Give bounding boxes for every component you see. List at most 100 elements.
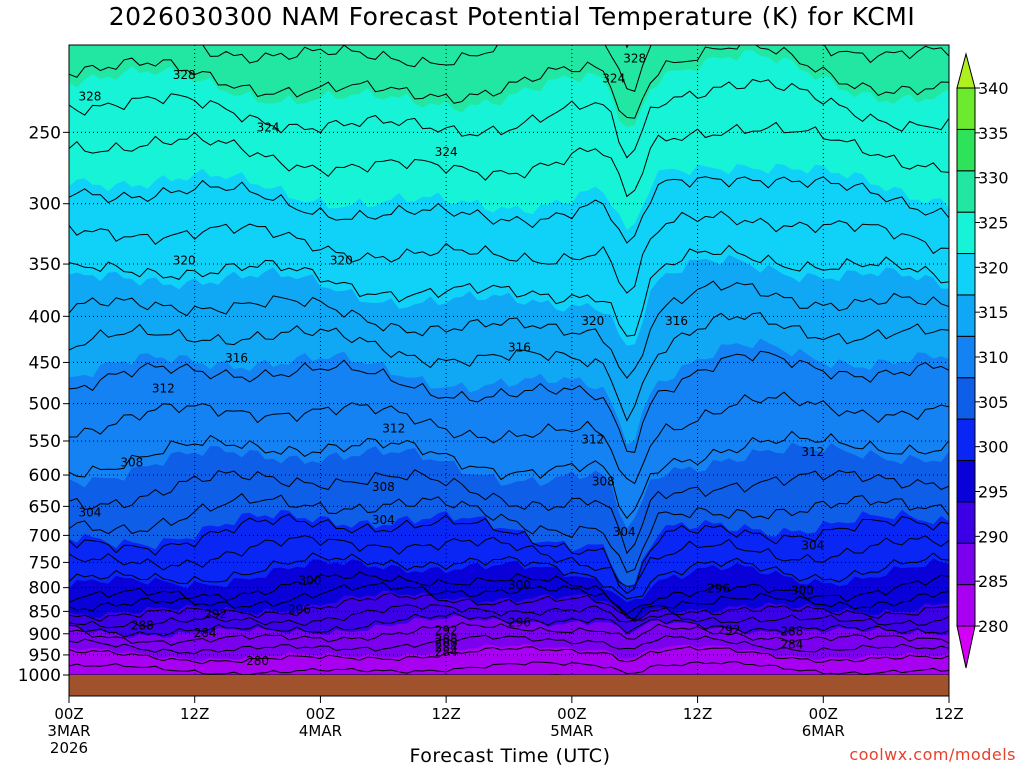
y-tick-label: 400 <box>29 307 61 327</box>
contour-label: 292 <box>435 624 458 638</box>
contour-label: 308 <box>592 475 615 489</box>
colorbar-label: 340 <box>978 79 1009 98</box>
contour-label: 284 <box>435 640 458 654</box>
contour-label: 316 <box>665 314 688 328</box>
x-tick-label: 00Z <box>54 705 83 723</box>
band-above-337.5 <box>69 0 949 45</box>
contour-292 <box>69 592 949 623</box>
colorbar-label: 300 <box>978 438 1009 457</box>
contour-296 <box>69 571 949 615</box>
contour-298 <box>69 552 949 600</box>
contour-label: 296 <box>288 603 311 617</box>
contour-288 <box>69 611 949 638</box>
contour-318 <box>69 244 949 337</box>
y-tick-label: 600 <box>29 466 61 486</box>
contour-label: 308 <box>372 480 395 494</box>
y-tick-label: 900 <box>29 625 61 645</box>
contour-label: 312 <box>801 445 824 459</box>
contour-label: 288 <box>780 625 803 639</box>
contour-label: 284 <box>435 645 458 659</box>
x-tick-label: 12Z <box>934 705 963 723</box>
colorbar-swatch <box>956 335 976 379</box>
x-tick-label: 12Z <box>683 705 712 723</box>
contour-label: 328 <box>78 89 101 103</box>
contour-lines <box>69 45 949 675</box>
contour-label: 304 <box>372 513 395 527</box>
contour-label: 324 <box>257 121 280 135</box>
colorbar-swatch <box>956 253 976 296</box>
x-tick-label: 00Z <box>809 705 838 723</box>
contour-labels: 328 328 328 324 324 324 320 320 320 316 316 316 312 3… <box>78 51 824 668</box>
contour-label: 288 <box>131 618 154 632</box>
contour-label: 312 <box>382 422 405 436</box>
colorbar-swatch <box>956 584 976 627</box>
contour-label: 300 <box>508 578 531 592</box>
x-tick-label: 00Z <box>557 705 586 723</box>
x-tick-date: 4MAR <box>299 722 342 740</box>
y-tick-label: 250 <box>29 123 61 143</box>
y-tick-label: 450 <box>29 353 61 373</box>
contour-324 <box>69 121 949 198</box>
y-tick-label: 300 <box>29 195 61 215</box>
contour-286 <box>69 621 949 646</box>
contour-label: 292 <box>204 607 227 621</box>
contour-282 <box>69 646 949 665</box>
contour-320 <box>69 210 949 294</box>
credit-link[interactable]: coolwx.com/models <box>849 745 1016 764</box>
colorbar-swatch <box>956 128 976 172</box>
y-tick-label: 500 <box>29 395 61 415</box>
y-tick-label: 700 <box>29 526 61 546</box>
colorbar-label: 325 <box>978 214 1009 233</box>
colorbar-swatch <box>956 170 976 213</box>
colorbar-swatch <box>956 211 976 255</box>
colorbar-label: 305 <box>978 393 1009 412</box>
contour-label: 320 <box>330 254 353 268</box>
contour-330 <box>198 45 949 93</box>
colorbar-label: 295 <box>978 483 1009 502</box>
x-axis-label: Forecast Time (UTC) <box>409 745 611 767</box>
contour-294 <box>69 581 949 620</box>
colorbar-label: 330 <box>978 169 1009 188</box>
chart-title: 2026030300 NAM Forecast Potential Temper… <box>108 2 916 31</box>
contour-302 <box>69 513 949 595</box>
x-tick-date: 6MAR <box>802 722 845 740</box>
contour-316 <box>69 280 949 379</box>
y-tick-label: 550 <box>29 432 61 452</box>
colorbar-arrow-low <box>956 625 976 669</box>
plot-frame <box>68 44 950 697</box>
contour-300 <box>69 535 949 587</box>
contour-label: 284 <box>780 637 803 651</box>
colorbar-label: 290 <box>978 527 1009 546</box>
contour-312 <box>69 350 949 453</box>
x-tick-date: 3MAR <box>47 722 90 740</box>
contour-label: 308 <box>120 455 143 469</box>
colorbar-label: 320 <box>978 258 1009 277</box>
contour-332 <box>625 45 629 49</box>
contour-label: 324 <box>602 72 625 86</box>
colorbar-swatch <box>956 377 976 420</box>
x-tick-year: 2026 <box>50 739 88 757</box>
contour-308 <box>69 430 949 520</box>
colorbar-label: 310 <box>978 348 1009 367</box>
colorbar-swatch <box>956 459 976 503</box>
y-tick-label: 1000 <box>18 666 61 686</box>
x-tick-date: 5MAR <box>550 722 593 740</box>
contour-322 <box>69 176 949 244</box>
band-above-332.5 <box>69 0 949 45</box>
contour-328 <box>69 45 949 119</box>
colorbar-label: 315 <box>978 303 1009 322</box>
contour-label: 288 <box>435 635 458 649</box>
contour-310 <box>69 391 949 485</box>
color-fill-bands <box>69 0 949 675</box>
contour-label: 320 <box>173 254 196 268</box>
colorbar-swatch <box>956 294 976 337</box>
contour-label: 292 <box>718 623 741 637</box>
colorbar-swatch <box>956 501 976 544</box>
contour-label: 316 <box>225 351 248 365</box>
colorbar: 280 285 290 295 300 305 310 315 320 325 330 335 340 <box>956 52 1009 669</box>
contour-label: 300 <box>298 574 321 588</box>
contour-label: 304 <box>801 538 824 552</box>
